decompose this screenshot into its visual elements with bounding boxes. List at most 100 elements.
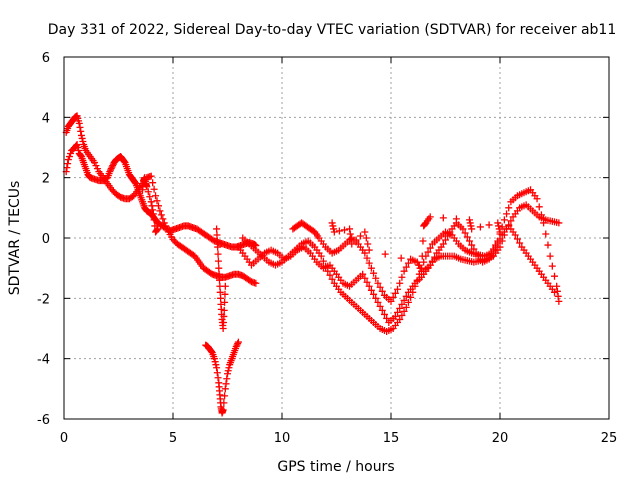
data-point xyxy=(485,255,493,263)
data-point xyxy=(461,229,469,237)
data-point xyxy=(407,293,415,301)
data-point xyxy=(374,279,382,287)
data-point xyxy=(492,243,500,251)
y-tick-label: -2 xyxy=(37,292,50,307)
data-point xyxy=(152,192,160,200)
data-point xyxy=(149,179,157,187)
data-point xyxy=(374,298,382,306)
x-tick-label: 15 xyxy=(383,431,400,446)
data-point xyxy=(221,298,229,306)
data-point xyxy=(329,222,337,230)
data-point xyxy=(426,213,434,221)
data-point xyxy=(213,231,221,239)
data-point xyxy=(503,210,511,218)
data-point xyxy=(213,369,221,377)
data-point xyxy=(487,251,495,259)
series-spikes-2 xyxy=(328,213,504,275)
data-point xyxy=(143,183,151,191)
data-point xyxy=(466,219,474,227)
data-point xyxy=(159,215,167,223)
data-point xyxy=(467,222,475,230)
data-point xyxy=(381,250,389,258)
data-point xyxy=(396,315,404,323)
data-point xyxy=(400,307,408,315)
x-tick-label: 10 xyxy=(274,431,291,446)
data-point xyxy=(108,163,116,171)
data-point xyxy=(383,314,391,322)
data-point xyxy=(367,286,375,294)
data-point xyxy=(396,279,404,287)
data-point xyxy=(220,318,228,326)
data-point xyxy=(542,230,550,238)
data-point xyxy=(359,270,367,278)
data-point xyxy=(157,211,165,219)
data-point xyxy=(330,228,338,236)
data-point xyxy=(413,258,421,266)
data-points xyxy=(62,112,563,417)
data-point xyxy=(213,225,221,233)
data-point xyxy=(150,185,158,193)
data-point xyxy=(404,298,412,306)
data-point xyxy=(211,358,219,366)
x-tick-label: 20 xyxy=(492,431,509,446)
data-point xyxy=(217,294,225,302)
data-point xyxy=(328,275,336,283)
data-point xyxy=(537,211,545,219)
data-point xyxy=(402,263,410,271)
data-point xyxy=(73,140,81,148)
data-point xyxy=(335,227,343,235)
data-point xyxy=(120,158,128,166)
data-point xyxy=(109,162,117,170)
data-point xyxy=(225,364,233,372)
data-point xyxy=(365,282,373,290)
data-point xyxy=(370,290,378,298)
data-point xyxy=(400,267,408,275)
data-point xyxy=(511,231,519,239)
data-point xyxy=(426,244,434,252)
data-point xyxy=(74,144,82,151)
data-point xyxy=(554,292,562,300)
data-point xyxy=(131,179,139,187)
data-point xyxy=(214,374,222,382)
grid-lines xyxy=(64,57,609,419)
data-point xyxy=(64,156,72,164)
x-tick-label: 5 xyxy=(169,431,177,446)
data-point xyxy=(402,303,410,311)
x-axis-label: GPS time / hours xyxy=(277,459,394,475)
data-point xyxy=(63,164,71,172)
data-point xyxy=(79,137,87,145)
data-point xyxy=(551,272,558,280)
data-point xyxy=(106,168,114,176)
data-point xyxy=(220,306,228,314)
data-point xyxy=(216,288,224,296)
data-point xyxy=(214,243,222,251)
data-point xyxy=(428,257,436,265)
data-point xyxy=(92,162,100,170)
data-point xyxy=(346,225,354,233)
data-point xyxy=(413,276,421,284)
series-dip-1 xyxy=(213,225,229,332)
data-point xyxy=(107,165,115,173)
data-point xyxy=(363,278,371,286)
y-tick-label: -6 xyxy=(37,413,50,428)
data-point xyxy=(212,361,220,369)
data-point xyxy=(234,338,242,346)
data-point xyxy=(356,232,364,240)
data-point xyxy=(215,264,223,272)
data-point xyxy=(394,308,402,316)
data-point xyxy=(77,152,85,160)
data-point xyxy=(233,341,241,349)
data-point xyxy=(546,252,554,260)
data-point xyxy=(391,312,399,320)
data-point xyxy=(485,221,493,229)
series-dip-2 xyxy=(202,338,242,417)
data-point xyxy=(365,259,373,267)
data-point xyxy=(221,282,229,290)
data-point xyxy=(372,294,380,302)
data-point xyxy=(400,296,408,304)
data-point xyxy=(364,240,372,248)
data-point xyxy=(162,222,170,230)
data-point xyxy=(208,348,216,356)
data-point xyxy=(468,225,476,233)
data-point xyxy=(149,206,157,214)
